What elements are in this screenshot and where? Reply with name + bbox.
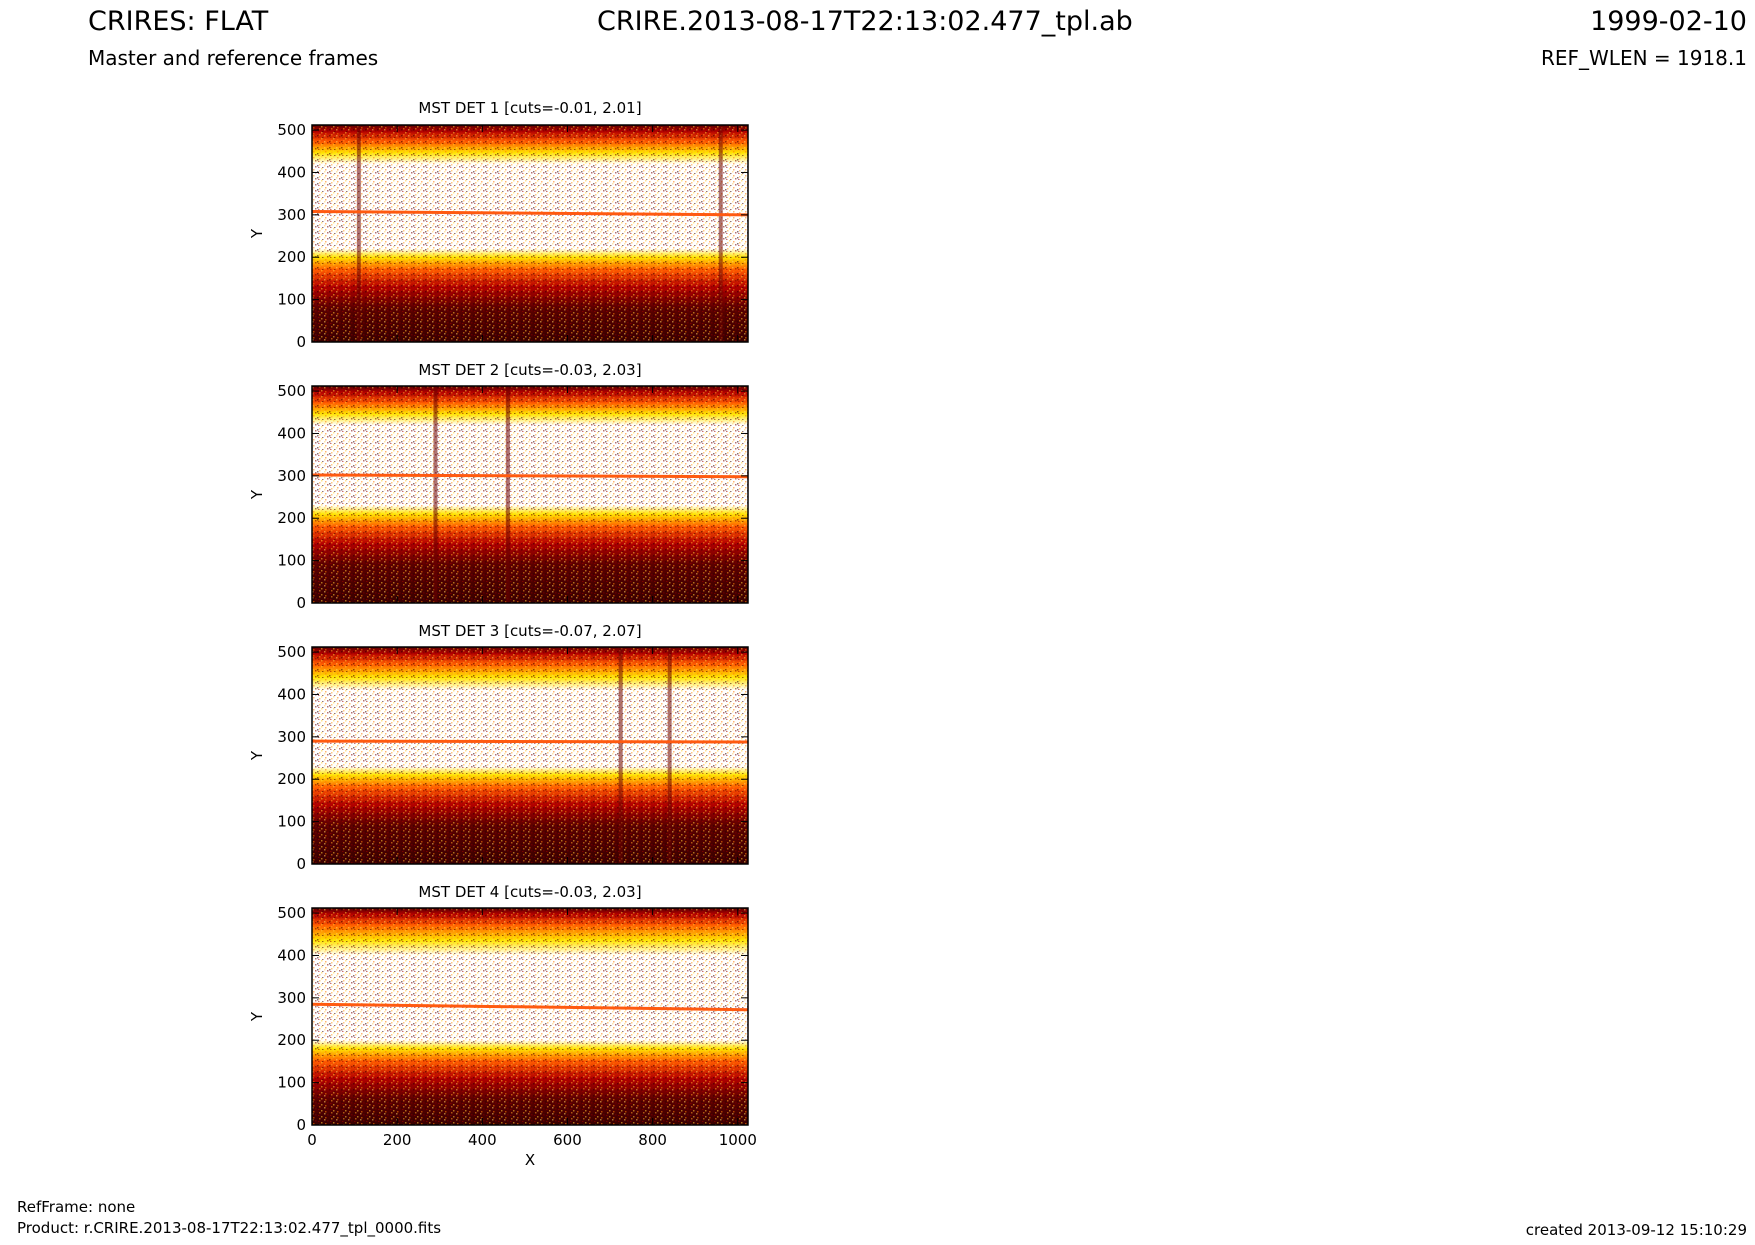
x-axis-label: X [525,1151,535,1169]
product-label: Product: r.CRIRE.2013-08-17T22:13:02.477… [17,1219,442,1237]
dark-column [433,386,438,603]
panel-title-det4: MST DET 4 [cuts=-0.03, 2.03] [418,883,642,901]
y-tick-label: 0 [296,1116,306,1134]
x-tick-label: 800 [638,1131,667,1149]
x-tick-label: 600 [553,1131,582,1149]
dark-column [505,386,510,603]
panel-det4: 0 100 200 300 400 500 0 200 400 600 800 1000 Y X [248,904,757,1169]
panel-det2: 0 100 200 300 400 500 Y [248,382,749,612]
y-tick-label: 400 [277,946,306,964]
y-tick-label: 200 [277,248,306,266]
y-tick-label: 500 [277,904,306,922]
file-id: CRIRE.2013-08-17T22:13:02.477_tpl.ab [597,6,1133,37]
panel-det1: 0 100 200 300 400 500 Y [248,121,749,351]
y-axis-label: Y [248,228,266,239]
dark-column [667,647,672,864]
heatmap-texture [312,125,748,342]
ref-frame-label: RefFrame: none [17,1198,136,1216]
y-tick-label: 300 [277,467,306,485]
panel-title-det3: MST DET 3 [cuts=-0.07, 2.07] [418,622,642,640]
y-tick-label: 300 [277,206,306,224]
panel-title-det2: MST DET 2 [cuts=-0.03, 2.03] [418,361,642,379]
y-tick-label: 100 [277,552,306,570]
y-tick-label: 500 [277,643,306,661]
panel-title-det1: MST DET 1 [cuts=-0.01, 2.01] [418,99,642,117]
created-label: created 2013-09-12 15:10:29 [1525,1221,1747,1239]
y-tick-label: 200 [277,509,306,527]
y-tick-label: 100 [277,291,306,309]
trace-line [311,473,749,479]
y-axis-label: Y [248,750,266,761]
panel-frame [311,907,749,1126]
y-axis-label: Y [248,1011,266,1022]
ref-wlen-label: REF_WLEN = 1918.1 [1540,46,1747,70]
trace-line [311,209,749,217]
dark-column [618,647,623,864]
x-tick-label: 400 [468,1131,497,1149]
y-tick-label: 500 [277,121,306,139]
x-tick-label: 200 [383,1131,412,1149]
heatmap-texture [312,647,748,864]
heatmap-texture [312,908,748,1125]
y-tick-label: 200 [277,770,306,788]
y-tick-label: 0 [296,594,306,612]
dark-column [356,125,361,342]
y-tick-label: 100 [277,1074,306,1092]
x-tick-label: 0 [307,1131,317,1149]
y-tick-label: 400 [277,424,306,442]
report-title: CRIRES: FLAT [88,6,269,37]
y-tick-label: 500 [277,382,306,400]
panel-frame [311,385,749,604]
report-subtitle: Master and reference frames [88,46,379,70]
trace-line [311,739,749,744]
y-tick-label: 400 [277,163,306,181]
panel-frame [311,124,749,343]
y-tick-label: 100 [277,813,306,831]
y-tick-label: 0 [296,333,306,351]
y-axis-label: Y [248,489,266,500]
date-label: 1999-02-10 [1590,6,1747,37]
y-tick-label: 200 [277,1031,306,1049]
y-tick-label: 300 [277,728,306,746]
y-tick-label: 0 [296,855,306,873]
y-tick-label: 300 [277,989,306,1007]
panel-frame [311,646,749,865]
y-tick-label: 400 [277,685,306,703]
trace-line [311,1002,749,1012]
panel-det3: 0 100 200 300 400 500 Y [248,643,749,873]
x-tick-label: 1000 [719,1131,757,1149]
dark-column [718,125,723,342]
heatmap-texture [312,386,748,603]
